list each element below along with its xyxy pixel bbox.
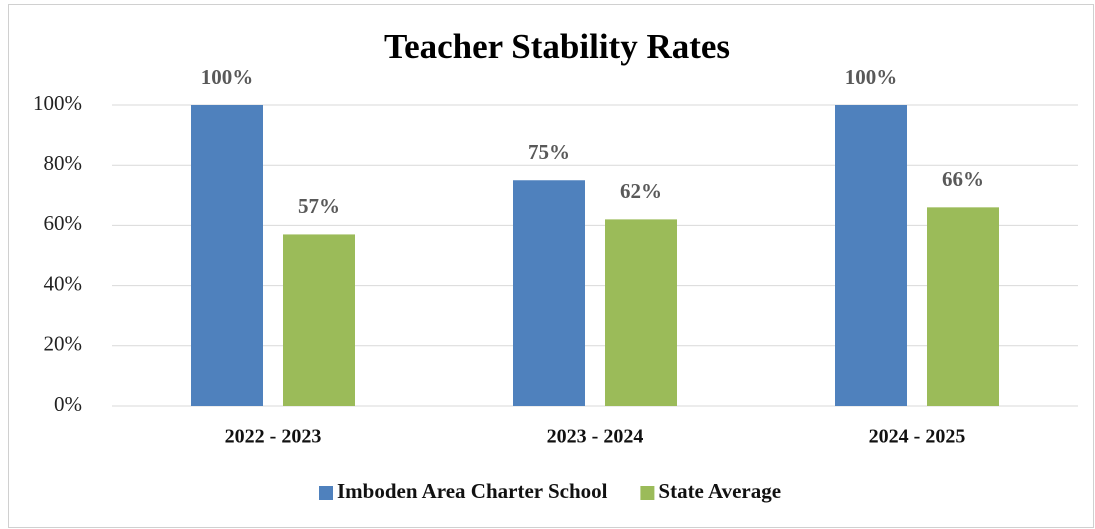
data-label: 66% — [942, 167, 984, 191]
x-tick-label: 2023 - 2024 — [547, 426, 644, 448]
bar — [283, 234, 355, 406]
x-tick-label: 2024 - 2025 — [869, 426, 966, 448]
chart-title: Teacher Stability Rates — [384, 27, 730, 66]
bar — [927, 207, 999, 406]
y-tick-label: 0% — [54, 392, 82, 416]
x-tick-label: 2022 - 2023 — [225, 426, 322, 448]
y-tick-label: 100% — [33, 91, 82, 115]
bar — [605, 219, 677, 406]
data-label: 100% — [845, 65, 898, 89]
data-label: 57% — [298, 194, 340, 218]
bar — [835, 105, 907, 406]
legend-label: Imboden Area Charter School — [337, 479, 608, 503]
data-label: 100% — [201, 65, 254, 89]
bar — [513, 180, 585, 406]
y-tick-label: 80% — [44, 151, 83, 175]
legend-label: State Average — [658, 479, 781, 503]
legend-swatch — [640, 486, 655, 500]
y-tick-label: 60% — [44, 211, 83, 235]
data-label: 62% — [620, 179, 662, 203]
data-label: 75% — [528, 140, 570, 164]
legend-swatch — [319, 486, 333, 500]
y-tick-label: 40% — [44, 271, 83, 295]
y-tick-label: 20% — [44, 332, 83, 356]
bar — [191, 105, 263, 406]
